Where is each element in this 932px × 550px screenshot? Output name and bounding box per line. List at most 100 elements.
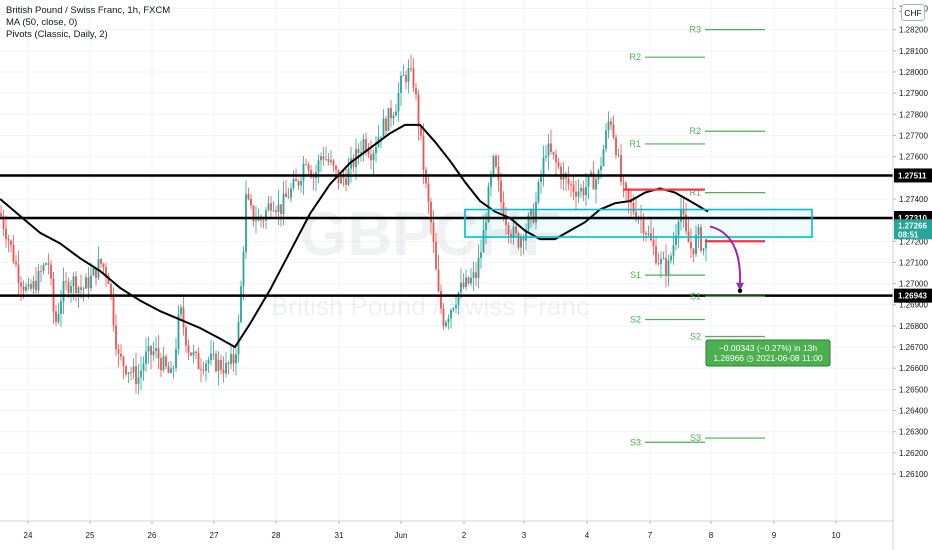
price-tag[interactable] [894,168,932,183]
candle-body [465,277,467,288]
price-tick-label: 1.26700 [899,343,928,352]
candle-body [540,176,542,182]
candle-body [397,92,400,112]
horizontal-levels[interactable] [0,174,893,297]
candle-body [182,307,185,328]
projection-arrow[interactable] [709,225,742,285]
candle-body [667,260,670,275]
candle-body [345,178,347,185]
projection-label-box[interactable] [705,339,831,367]
candle-body [297,181,300,186]
candle-body [295,179,297,182]
candle-body [85,277,87,289]
candle-body [192,351,195,356]
candle-body [342,176,345,179]
candle-body [602,148,605,166]
pivot-label: R2 [689,126,701,136]
price-tick-label: 1.26500 [899,385,928,394]
candle-body [700,227,702,251]
candle-body [205,363,207,371]
price-tick-label: 1.27900 [899,89,928,98]
price-tick-label: 1.26900 [899,301,928,310]
candle-body [360,152,362,154]
candle-body [275,210,277,213]
candle-body [327,159,330,163]
candle-body [492,156,495,175]
candle-body [627,190,630,201]
price-tick-label: 1.26200 [899,449,928,458]
candle-body [237,322,240,355]
candle-body [647,233,650,235]
candle-body [222,369,225,374]
candle-body [500,180,502,203]
time-tick-label: 25 [86,531,95,540]
candle-body [572,184,575,192]
time-tick-label: 7 [648,531,653,540]
candle-body [152,351,155,355]
candle-body [200,369,202,370]
watermark-symbol: GBPCHF [299,200,561,269]
last-price-tag[interactable] [894,219,932,240]
candle-body [75,276,77,293]
candle-body [125,366,127,375]
pivots-indicator-label[interactable]: Pivots (Classic, Daily, 2) [6,29,108,40]
candle-body [272,210,275,212]
candle-body [592,172,595,190]
candle-body [110,283,112,295]
price-tag[interactable] [894,288,932,303]
candle-body [25,286,27,291]
candle-body [225,362,227,374]
candle-body [685,214,687,232]
currency-badge[interactable]: CHF [901,4,925,21]
candle-body [532,209,535,223]
candle-body [577,191,580,197]
candle-body [535,201,537,223]
candle-body [247,194,250,200]
price-tag-value: 1.27511 [898,171,927,180]
candle-body [462,282,465,288]
price-axis[interactable]: 1.26100 1.26200 1.26300 1.26400 1.26500 1.266… [892,0,932,550]
time-axis[interactable]: 24 25 26 27 28 31 Jun 2 3 4 7 8 9 10 [0,520,893,540]
candle-body [127,372,130,375]
candle-body [407,67,410,82]
candle-body [67,282,70,293]
price-tick-label: 1.26400 [899,407,928,416]
candle-body [367,150,370,155]
candle-body [142,363,145,371]
candle-body [595,179,597,190]
candle-body [267,203,270,211]
candle-body [442,308,445,327]
candle-body [220,359,222,370]
candle-body [522,237,525,241]
candle-body [612,124,615,138]
candle-body [567,178,570,184]
candle-body [107,275,110,284]
candle-body [160,358,162,370]
candle-body [167,366,170,373]
candle-body [310,170,312,178]
symbol-title[interactable]: British Pound / Swiss Franc, 1h, FXCM [6,5,171,16]
candle-body [527,215,530,230]
time-tick-label: Jun [395,531,408,540]
candle-body [352,158,355,168]
candle-body [702,248,705,251]
candle-body [692,248,695,255]
candle-body [115,325,117,350]
candle-body [195,351,197,353]
candle-body [165,356,167,367]
candle-body [320,156,322,161]
candle-body [242,252,245,287]
price-tick-label: 1.27000 [899,280,928,289]
ma-indicator-label[interactable]: MA (50, close, 0) [6,17,78,28]
time-tick-label: 26 [148,531,157,540]
candle-body [5,228,7,240]
price-tick-label: 1.27800 [899,110,928,119]
candle-body [130,372,132,374]
candle-body [497,166,500,181]
candle-body [47,263,50,265]
candle-body [630,200,632,203]
zone-rectangle[interactable] [464,208,813,238]
candle-body [262,220,265,222]
